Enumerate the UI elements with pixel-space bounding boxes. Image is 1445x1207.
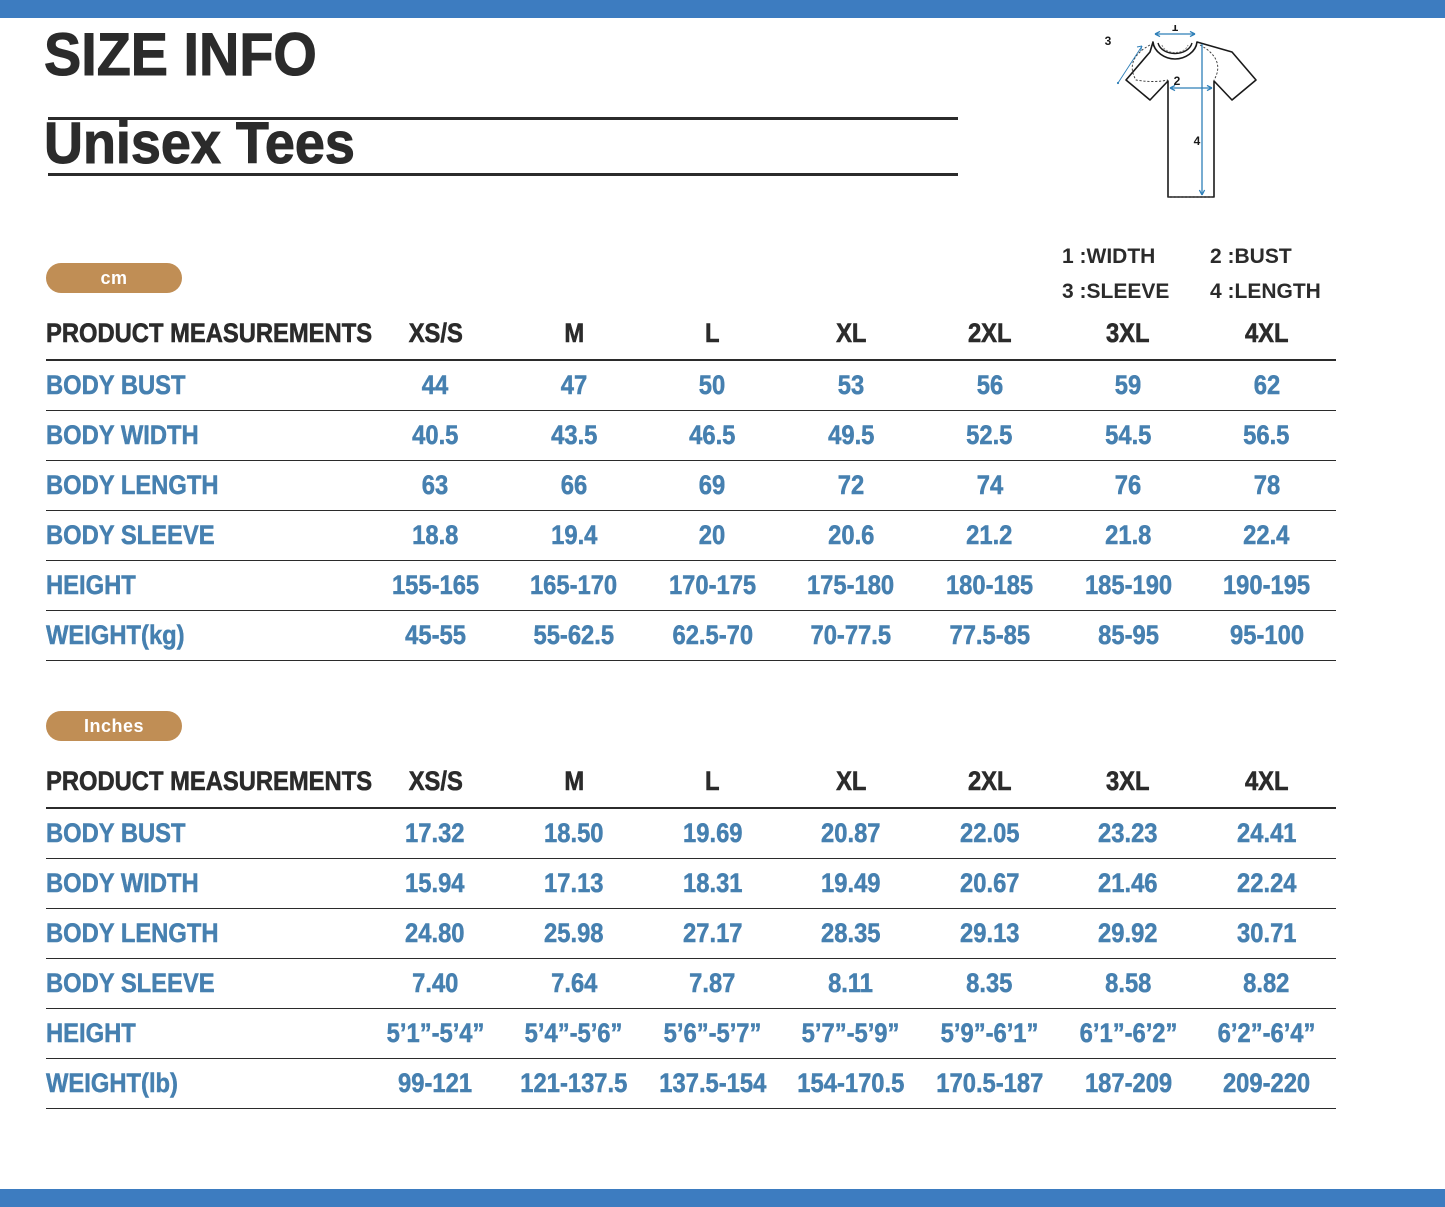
svg-text:2: 2 [1174,74,1181,88]
svg-text:3: 3 [1105,34,1112,48]
svg-text:1: 1 [1172,25,1179,34]
svg-text:4: 4 [1194,134,1201,148]
